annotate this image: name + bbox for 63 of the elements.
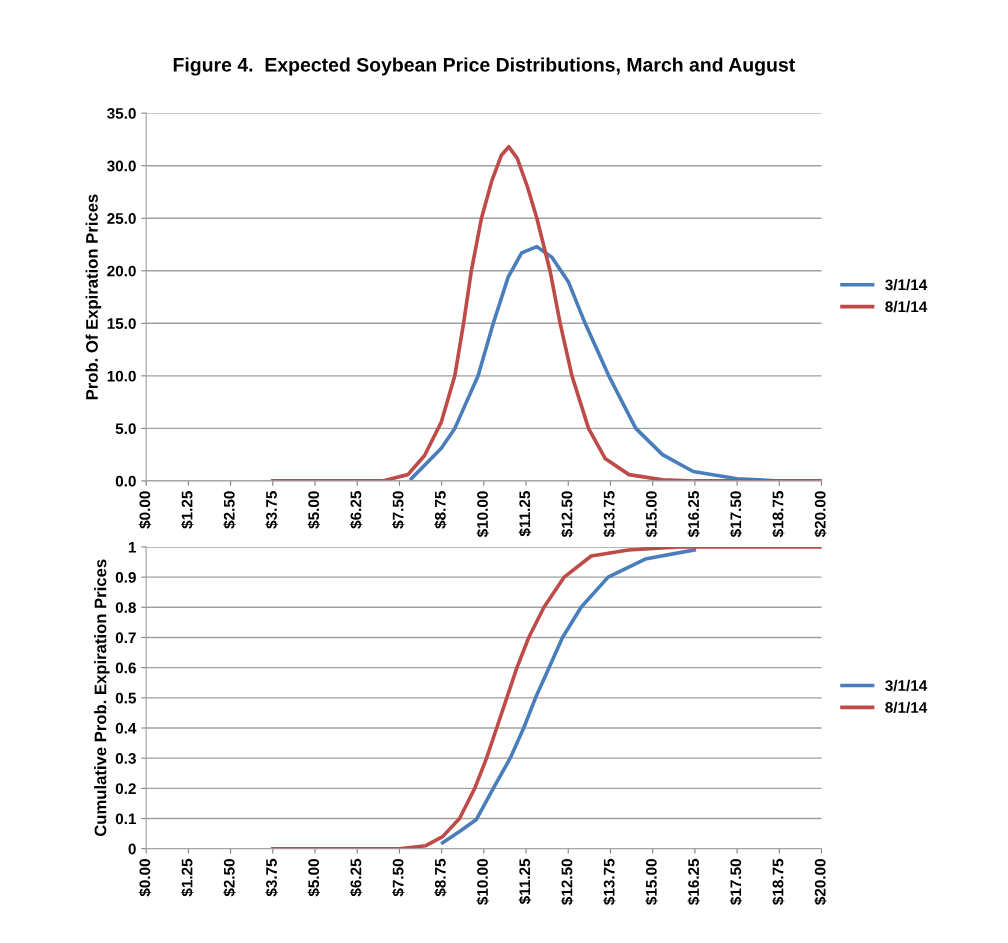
y-tick-label: 5.0	[115, 423, 136, 435]
x-tick-label: $8.75	[434, 491, 447, 529]
x-tick-label: $6.25	[349, 491, 363, 529]
x-tick-label: $15.00	[645, 491, 658, 538]
y-tick-label: 1	[128, 541, 137, 553]
x-tick-label: $3.75	[265, 491, 278, 529]
x-tick-label: $16.25	[687, 858, 700, 905]
y-tick-label: 0.7	[115, 632, 136, 644]
x-tick-label: $0.00	[138, 491, 152, 529]
y-tick-label: 0.9	[115, 571, 136, 583]
y-axis-title: Prob. Of Expiration Prices	[85, 194, 102, 400]
x-tick-label: $10.00	[476, 859, 489, 905]
x-tick-label: $12.50	[560, 859, 574, 905]
x-tick-label: $11.25	[518, 858, 532, 905]
y-tick-label: 0.5	[115, 692, 137, 704]
y-tick-label: 0.6	[115, 662, 136, 674]
x-tick-label: $12.50	[560, 491, 574, 538]
y-tick-label: 0.2	[115, 783, 136, 795]
x-tick-label: $5.00	[307, 491, 321, 529]
y-tick-label: 0.3	[115, 753, 136, 764]
y-tick-label: 20.0	[107, 265, 136, 277]
x-tick-label: $16.25	[687, 491, 700, 538]
x-tick-label: $13.75	[603, 491, 616, 538]
x-tick-label: $2.50	[223, 859, 236, 897]
legend-label: 3/1/14	[885, 679, 928, 692]
y-tick-label: 35.0	[107, 108, 136, 119]
x-tick-label: $5.00	[307, 859, 321, 897]
x-tick-label: $13.75	[603, 858, 616, 905]
line-series	[440, 548, 697, 845]
legend-label: 3/1/14	[885, 278, 928, 291]
line-series	[270, 144, 822, 481]
x-tick-label: $17.50	[729, 859, 743, 905]
y-tick-label: 25.0	[107, 213, 136, 224]
legend-label: 8/1/14	[885, 300, 928, 313]
x-tick-label: $17.50	[729, 491, 743, 538]
x-tick-label: $10.00	[476, 491, 489, 538]
y-tick-label: 10.0	[107, 370, 136, 382]
y-tick-label: 0.1	[115, 813, 137, 825]
x-tick-label: $7.50	[392, 859, 405, 897]
chart-title: Figure 4. Expected Soybean Price Distributions, March and August	[173, 57, 795, 76]
x-tick-label: $6.25	[349, 858, 363, 897]
y-axis-title: Cumulative Prob. Expiration Prices	[94, 559, 110, 837]
x-tick-label: $18.75	[771, 858, 785, 905]
y-tick-label: 15.0	[107, 318, 136, 329]
y-tick-label: 0.4	[115, 722, 137, 734]
x-tick-label: $1.25	[180, 858, 194, 897]
x-tick-label: $8.75	[434, 858, 447, 897]
y-tick-label: 0.0	[115, 475, 136, 487]
x-tick-label: $0.00	[138, 859, 152, 897]
x-tick-label: $1.25	[180, 491, 194, 529]
x-tick-label: $20.00	[814, 859, 827, 905]
y-tick-label: 0.8	[115, 602, 136, 613]
x-tick-label: $18.75	[771, 491, 785, 538]
x-tick-label: $15.00	[645, 859, 658, 905]
x-tick-label: $7.50	[392, 491, 405, 529]
x-tick-label: $11.25	[518, 491, 532, 537]
x-tick-label: $20.00	[814, 491, 827, 538]
y-tick-label: 30.0	[107, 160, 136, 172]
x-tick-label: $2.50	[223, 491, 236, 529]
x-tick-label: $3.75	[265, 858, 278, 897]
line-series	[270, 546, 822, 849]
y-tick-label: 0	[128, 843, 136, 855]
legend-label: 8/1/14	[885, 701, 928, 714]
